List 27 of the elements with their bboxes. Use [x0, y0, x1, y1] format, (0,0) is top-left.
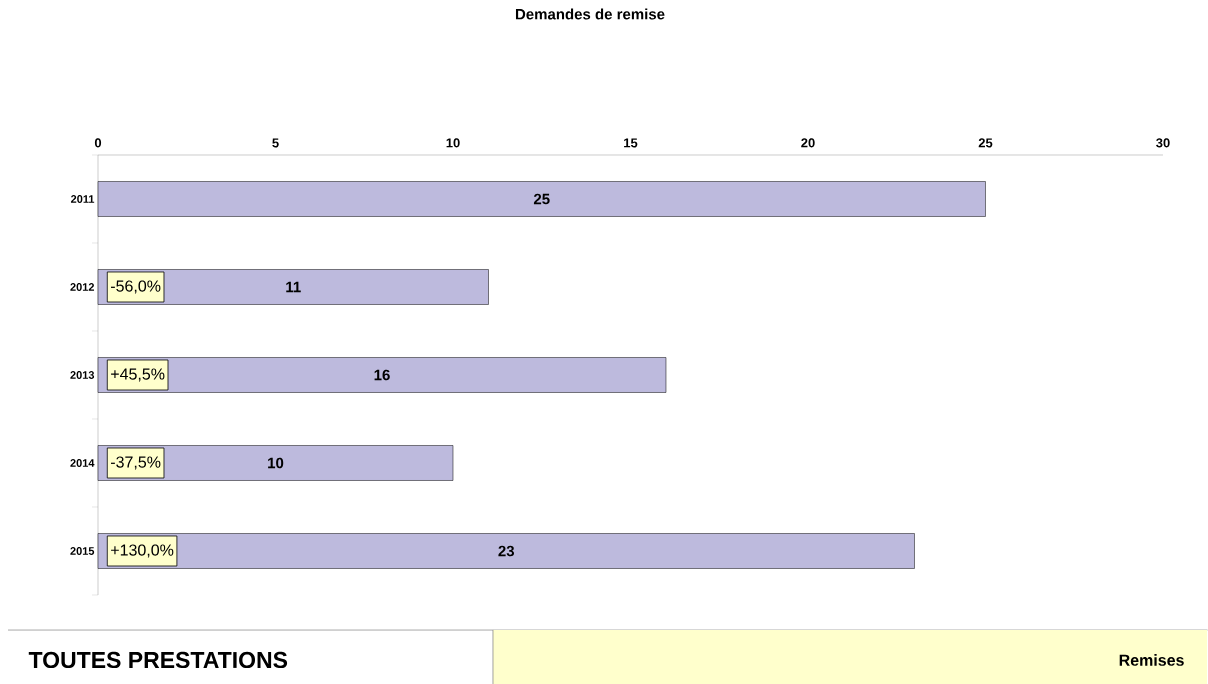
bar	[97, 357, 667, 393]
annotation: -56,0%	[110, 280, 161, 294]
x-tick-label: 5	[272, 138, 279, 148]
y-tick-label: 2015	[70, 547, 95, 555]
text: TOUTES PRESTATIONS	[28, 651, 288, 669]
bar	[97, 181, 986, 217]
data-label: 10	[268, 457, 284, 469]
data-label: 16	[374, 369, 390, 381]
x-tick-label: 0	[94, 138, 102, 148]
text: Remises	[1119, 654, 1184, 666]
x-tick-label: 25	[978, 138, 993, 148]
y-tick-label: 2013	[70, 371, 95, 379]
data-label: 11	[286, 281, 301, 293]
x-tick-label: 30	[1156, 138, 1170, 148]
x-tick-label: 15	[624, 138, 638, 148]
y-tick-label: 2011	[70, 195, 95, 203]
x-tick-label: 10	[446, 138, 460, 148]
data-label: 25	[533, 193, 550, 205]
y-tick-label: 2014	[70, 459, 95, 467]
bar	[97, 533, 915, 569]
annotation: -37,5%	[110, 456, 161, 470]
x-tick-label: 20	[801, 138, 815, 148]
data-label: 23	[498, 545, 515, 557]
chart-title: Demandes de remise	[515, 8, 665, 20]
annotation: +130,0%	[111, 544, 174, 558]
y-tick-label: 2012	[70, 283, 95, 291]
annotation: +45,5%	[111, 368, 165, 382]
